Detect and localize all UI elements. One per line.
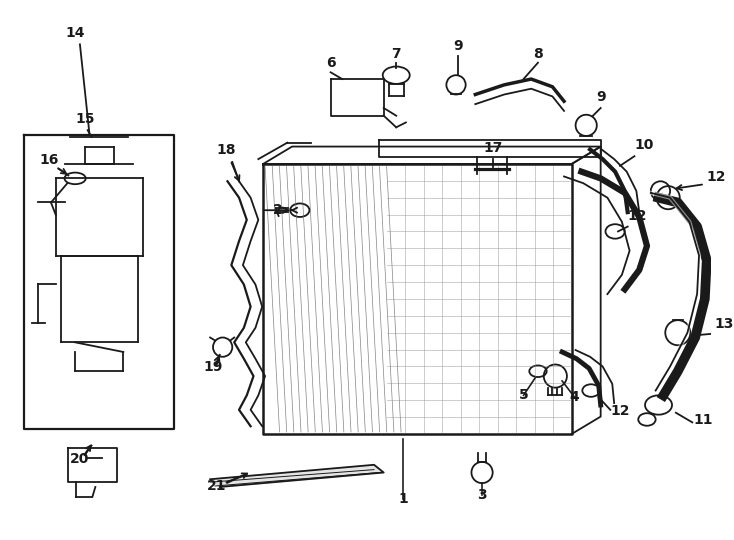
- Text: 11: 11: [693, 413, 713, 427]
- Text: 10: 10: [634, 138, 654, 152]
- Text: 9: 9: [596, 90, 606, 104]
- Text: 20: 20: [70, 452, 90, 466]
- Text: 7: 7: [391, 47, 401, 61]
- Text: 19: 19: [203, 360, 222, 374]
- Text: 12: 12: [707, 170, 726, 184]
- Polygon shape: [210, 465, 384, 487]
- Text: 6: 6: [326, 57, 335, 71]
- Text: 3: 3: [477, 488, 487, 502]
- Text: 12: 12: [628, 209, 647, 223]
- Text: 12: 12: [610, 404, 630, 417]
- Text: 16: 16: [40, 153, 59, 167]
- Text: 18: 18: [217, 143, 236, 157]
- Text: 5: 5: [519, 388, 528, 402]
- Text: 14: 14: [65, 25, 85, 39]
- Text: 4: 4: [570, 390, 580, 404]
- Text: 17: 17: [483, 141, 502, 156]
- Text: 15: 15: [75, 112, 95, 126]
- Text: 13: 13: [714, 317, 734, 331]
- Text: 8: 8: [533, 47, 543, 61]
- Text: 9: 9: [453, 39, 462, 53]
- Text: 1: 1: [398, 491, 408, 505]
- Text: 2: 2: [273, 203, 283, 217]
- Text: 21: 21: [207, 479, 227, 493]
